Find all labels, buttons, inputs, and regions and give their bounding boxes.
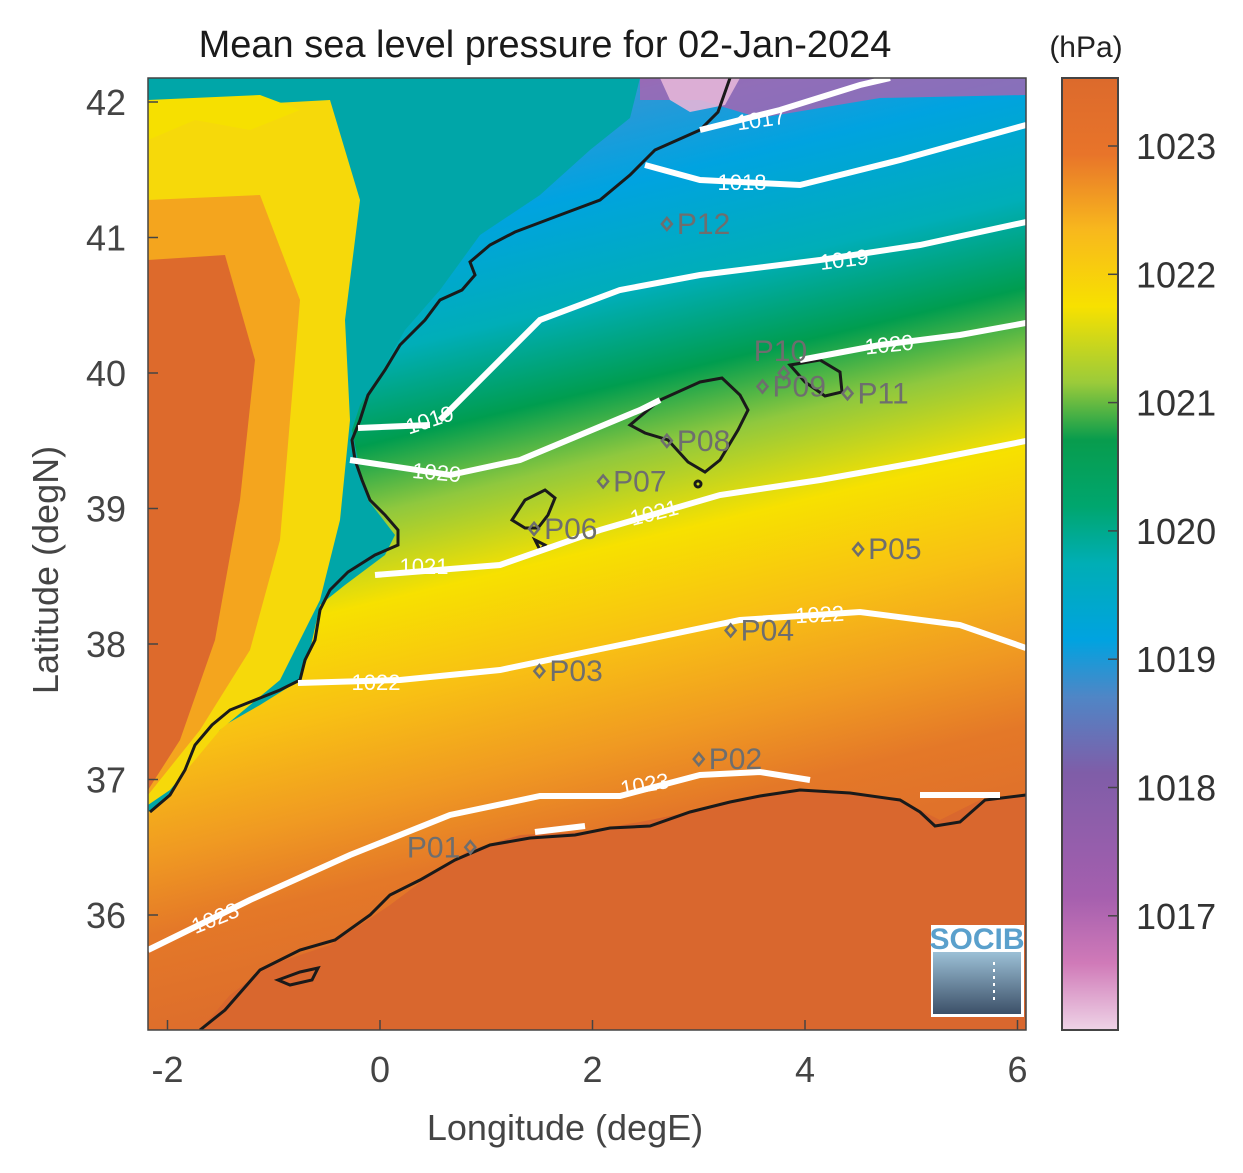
station-label: P11 (858, 377, 909, 410)
map-plot-area: 1017 1018 1019 1019 1020 1020 1021 1021 … (148, 78, 1026, 1030)
station-marker (840, 385, 855, 402)
station-label: P05 (868, 533, 921, 566)
x-axis-ticks: -2 0 2 4 6 (151, 1020, 1028, 1090)
y-axis-ticks: 42 41 40 39 38 37 36 (86, 82, 158, 936)
x-tick-label: 0 (370, 1049, 390, 1090)
station-marker (660, 215, 674, 232)
isobar-label: 1018 (718, 170, 767, 195)
y-tick-label: 42 (86, 82, 126, 123)
isobar-label: 1022 (795, 601, 845, 629)
colorbar-unit: (hPa) (1049, 31, 1122, 64)
station-label: P03 (549, 655, 602, 688)
station-label: P10 (754, 335, 807, 368)
colorbar-tick-label: 1018 (1136, 768, 1216, 809)
y-axis-label: Latitude (degN) (25, 446, 66, 694)
x-tick-label: 6 (1007, 1049, 1027, 1090)
station-marker (692, 751, 706, 768)
isobar-label: 1021 (400, 554, 449, 579)
colorbar-scale (1061, 77, 1119, 1031)
station-label: P07 (613, 465, 666, 498)
isobar-label: 1019 (818, 244, 870, 275)
logo-text: SOCIB (929, 923, 1024, 956)
station-label: P01 (407, 831, 460, 864)
station-marker (777, 365, 791, 381)
colorbar-ticks: 1023 1022 1021 1020 1019 1018 1017 (1108, 126, 1216, 937)
colorbar: (hPa) 1023 1022 1021 1020 1019 1018 1017 (1049, 31, 1216, 1031)
socib-logo: SOCIB (929, 923, 1025, 1017)
chart-title: Mean sea level pressure for 02-Jan-2024 (199, 24, 892, 66)
low-pressure-zone (640, 78, 1026, 118)
pyrenees-edge (148, 95, 300, 140)
y-tick-label: 39 (86, 489, 126, 530)
colorbar-tick-label: 1023 (1136, 126, 1216, 167)
colorbar-tick-label: 1021 (1136, 383, 1216, 424)
isobar-label: 1022 (352, 670, 401, 695)
station-label: P08 (677, 425, 730, 458)
plot-frame (147, 77, 1027, 1031)
station-label: P04 (741, 614, 794, 647)
isobar-label: 1020 (411, 458, 462, 487)
station-label: P12 (677, 208, 730, 241)
x-axis-label: Longitude (degE) (427, 1107, 703, 1148)
x-tick-label: -2 (151, 1049, 183, 1090)
north-africa-land (148, 790, 1026, 1030)
y-tick-label: 40 (86, 353, 126, 394)
colorbar-tick-label: 1020 (1136, 511, 1216, 552)
isobar-label: 1020 (864, 330, 915, 360)
colorbar-tick-label: 1022 (1136, 254, 1216, 295)
y-tick-label: 38 (86, 624, 126, 665)
station-marker (723, 622, 738, 639)
station-marker (527, 520, 541, 537)
station-marker (755, 378, 770, 395)
station-label: P02 (709, 743, 762, 776)
iberia-interior (148, 255, 255, 790)
station-marker (463, 839, 477, 856)
station-label: P06 (544, 513, 597, 546)
colorbar-tick-label: 1017 (1136, 896, 1216, 937)
station-marker (532, 663, 547, 680)
station-marker (851, 541, 865, 558)
x-tick-label: 4 (795, 1049, 815, 1090)
station-marker (596, 473, 610, 490)
x-tick-label: 2 (582, 1049, 602, 1090)
y-tick-label: 37 (86, 760, 126, 801)
station-marker (660, 432, 674, 449)
y-tick-label: 41 (86, 218, 126, 259)
colorbar-tick-label: 1019 (1136, 639, 1216, 680)
y-tick-label: 36 (86, 895, 126, 936)
isobars (148, 78, 1026, 953)
